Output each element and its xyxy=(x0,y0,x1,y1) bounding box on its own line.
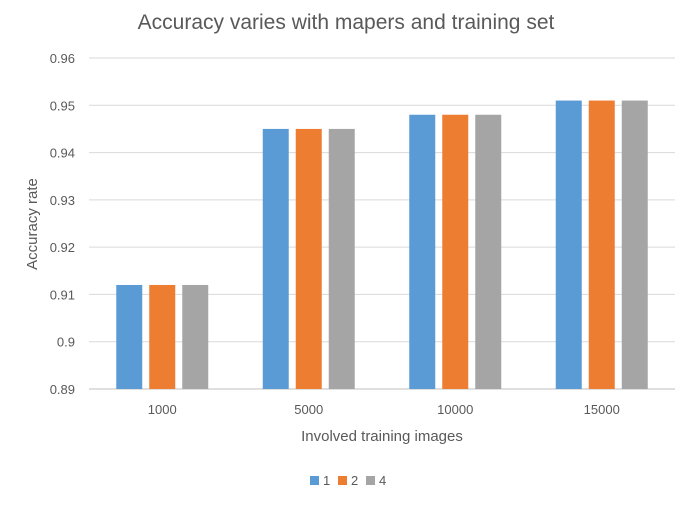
gridlines xyxy=(89,58,675,389)
bar-series-1-1000 xyxy=(116,285,142,389)
bar-series-4-10000 xyxy=(475,115,501,389)
y-axis-ticks: 0.89 0.9 0.91 0.92 0.93 0.94 0.95 0.96 xyxy=(50,51,75,397)
y-axis-label: Accuracy rate xyxy=(24,178,41,270)
x-axis-label: Involved training images xyxy=(301,428,463,445)
x-axis-ticks: 1000 5000 10000 15000 xyxy=(148,402,620,417)
x-tick-label: 15000 xyxy=(584,402,620,417)
chart-title: Accuracy varies with mapers and training… xyxy=(138,11,555,34)
x-tick-label: 1000 xyxy=(148,402,177,417)
legend: 1 2 4 xyxy=(310,473,386,488)
bar-series-1-5000 xyxy=(263,129,289,389)
bar-series-1-15000 xyxy=(556,101,582,389)
x-tick-label: 10000 xyxy=(437,402,473,417)
bar-series-2-1000 xyxy=(149,285,175,389)
bar-series-4-1000 xyxy=(182,285,208,389)
legend-swatch-2 xyxy=(338,476,347,485)
bars xyxy=(116,101,648,389)
legend-label-4: 4 xyxy=(379,473,386,488)
x-tick-label: 5000 xyxy=(294,402,323,417)
legend-label-1: 1 xyxy=(323,473,330,488)
y-tick-label: 0.95 xyxy=(50,98,75,113)
y-tick-label: 0.92 xyxy=(50,240,75,255)
bar-series-4-15000 xyxy=(622,101,648,389)
y-tick-label: 0.93 xyxy=(50,193,75,208)
legend-swatch-1 xyxy=(310,476,319,485)
y-tick-label: 0.91 xyxy=(50,287,75,302)
legend-swatch-4 xyxy=(366,476,375,485)
bar-series-2-15000 xyxy=(589,101,615,389)
y-tick-label: 0.9 xyxy=(57,335,75,350)
y-tick-label: 0.89 xyxy=(50,382,75,397)
y-tick-label: 0.94 xyxy=(50,146,75,161)
y-tick-label: 0.96 xyxy=(50,51,75,66)
bar-series-2-10000 xyxy=(442,115,468,389)
legend-label-2: 2 xyxy=(351,473,358,488)
bar-series-2-5000 xyxy=(296,129,322,389)
bar-series-4-5000 xyxy=(329,129,355,389)
bar-series-1-10000 xyxy=(409,115,435,389)
